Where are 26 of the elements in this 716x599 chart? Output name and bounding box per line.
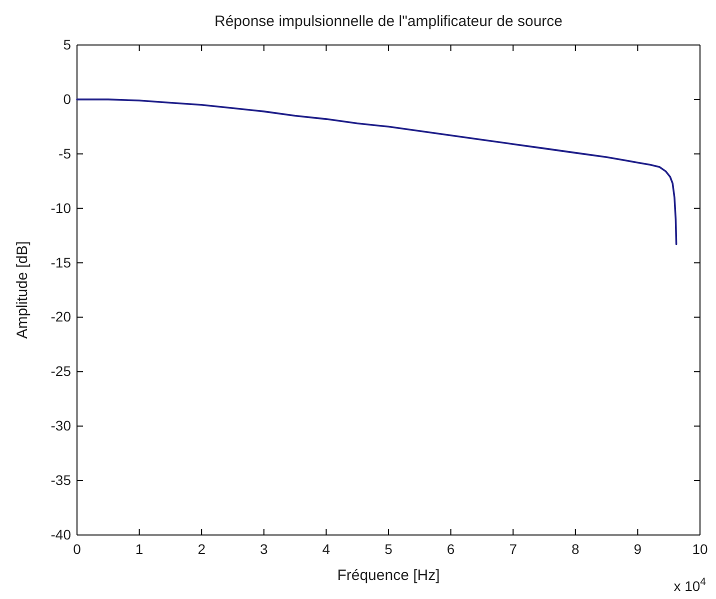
y-tick-label: 5 (63, 36, 72, 52)
y-axis-title: Amplitude [dB] (14, 241, 31, 339)
y-tick-label: -30 (50, 418, 72, 434)
x-tick-label: 8 (572, 540, 580, 557)
y-tick-label: -5 (58, 145, 72, 162)
x-tick-label: 10 (692, 540, 708, 557)
y-tick-label: -35 (50, 472, 72, 488)
y-tick-label: -20 (50, 308, 72, 325)
x-tick-label: 5 (384, 540, 393, 557)
line-series (76, 98, 678, 246)
x-tick-label: 3 (260, 540, 268, 557)
text: x 10$^{4}$ (674, 576, 706, 594)
x-tick-label: 1 (135, 540, 144, 557)
x-axis-title: Fréquence [Hz] (337, 567, 440, 584)
y-tick-label: -10 (50, 200, 72, 216)
x-tick-label: 6 (446, 540, 455, 557)
y-tick-label: -40 (50, 526, 72, 542)
x-tick-label: 2 (198, 540, 206, 557)
x-tick-label: 9 (634, 540, 642, 557)
chart-title: Réponse impulsionnelle de l"amplificateur de source (214, 13, 563, 30)
y-tick-label: -25 (50, 363, 72, 380)
x-tick-label: 4 (322, 540, 330, 557)
y-tick-label: -15 (50, 254, 72, 270)
y-tick-label: 0 (63, 90, 72, 107)
x-tick-label: 7 (509, 540, 518, 557)
x-tick-label: 0 (73, 540, 82, 557)
